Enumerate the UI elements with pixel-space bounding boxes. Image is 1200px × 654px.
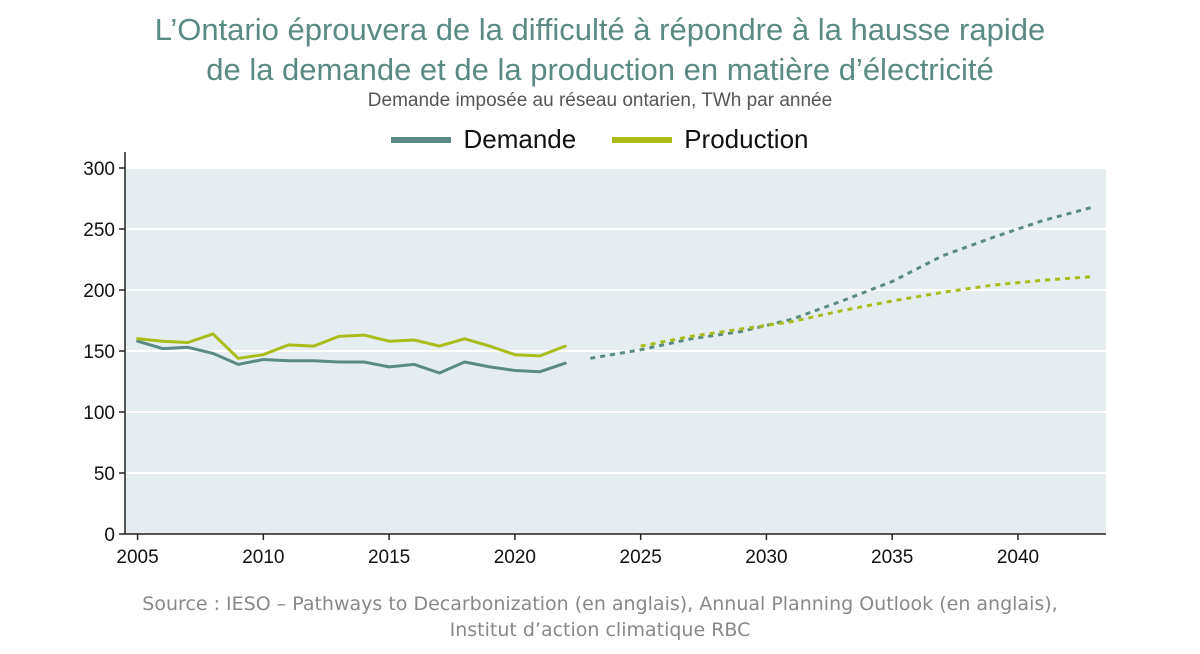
legend-item-demande: Demande <box>391 124 576 155</box>
legend-item-production: Production <box>612 124 809 155</box>
source-note: Source : IESO – Pathways to Decarbonizat… <box>0 591 1200 643</box>
x-tick-label-2015: 2015 <box>368 547 410 568</box>
x-tick-label-2005: 2005 <box>116 547 158 568</box>
x-tick-label-2040: 2040 <box>997 547 1039 568</box>
y-tick-label-250: 250 <box>83 220 115 241</box>
chart-legend: Demande Production <box>0 124 1200 155</box>
chart-subtitle: Demande imposée au réseau ontarien, TWh … <box>367 90 833 111</box>
y-tick-label-200: 200 <box>83 281 115 302</box>
chart-title: L’Ontario éprouvera de la difficulté à r… <box>0 10 1200 90</box>
y-tick-label-0: 0 <box>104 525 115 546</box>
x-tick-label-2010: 2010 <box>242 547 284 568</box>
x-tick-label-2025: 2025 <box>620 547 662 568</box>
x-tick-label-2020: 2020 <box>494 547 536 568</box>
series-line-production-projection <box>640 275 1094 348</box>
y-tick-label-300: 300 <box>83 159 115 180</box>
chart-title-line-2: de la demande et de la production en mat… <box>206 52 994 87</box>
y-tick-label-100: 100 <box>83 403 115 424</box>
legend-swatch-demande <box>391 136 452 143</box>
series-line-demande-projection <box>590 205 1094 360</box>
legend-label-production: Production <box>684 124 809 154</box>
x-tick-label-2035: 2035 <box>871 547 913 568</box>
source-line-1: Source : IESO – Pathways to Decarbonizat… <box>142 593 1058 615</box>
series-line-demande-historical <box>136 339 567 375</box>
legend-label-demande: Demande <box>463 124 577 154</box>
x-tick-label-2030: 2030 <box>745 547 787 568</box>
source-line-2: Institut d’action climatique RBC <box>449 619 751 641</box>
y-tick-label-50: 50 <box>94 464 115 485</box>
legend-swatch-production <box>612 136 673 143</box>
y-tick-label-150: 150 <box>83 342 115 363</box>
series-line-production-historical <box>136 332 567 360</box>
chart-title-line-1: L’Ontario éprouvera de la difficulté à r… <box>154 12 1046 47</box>
